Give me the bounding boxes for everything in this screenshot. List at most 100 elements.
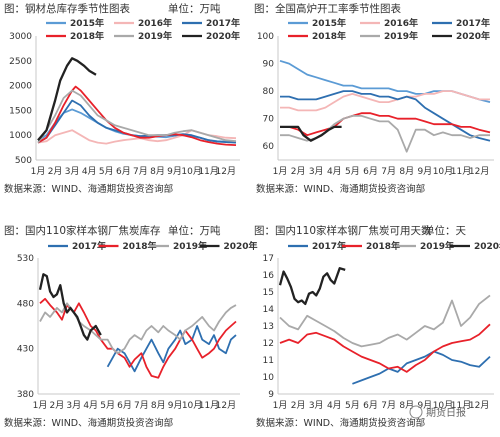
x-tick-label: 8月 xyxy=(399,400,414,411)
x-tick-label: 10月 xyxy=(433,166,453,177)
legend-label: 2019年 xyxy=(173,240,207,252)
y-tick-label: 80 xyxy=(263,87,275,97)
x-tick-label: 4月 xyxy=(327,166,342,177)
y-tick-label: 90 xyxy=(263,60,275,70)
x-tick-label: 11月 xyxy=(451,166,471,177)
y-tick-label: 530 xyxy=(17,254,34,264)
legend-label: 2015年 xyxy=(312,17,346,29)
x-tick-label: 11月 xyxy=(199,400,219,411)
x-tick-label: 8月 xyxy=(150,166,165,177)
x-tick-label: 10月 xyxy=(182,400,202,411)
x-tick-label: 10月 xyxy=(433,400,453,411)
y-tick-label: 12 xyxy=(263,339,274,349)
x-tick-label: 1月 xyxy=(273,166,288,177)
x-tick-label: 3月 xyxy=(309,166,324,177)
legend-label: 2018年 xyxy=(70,30,104,42)
legend-label: 2018年 xyxy=(123,240,157,252)
y-tick-label: 430 xyxy=(17,345,34,355)
x-tick-label: 11月 xyxy=(451,400,471,411)
x-tick-label: 7月 xyxy=(381,166,396,177)
chart-unit: 单位：万吨 xyxy=(168,224,221,237)
x-tick-label: 5月 xyxy=(100,400,115,411)
y-tick-label: 100 xyxy=(257,32,274,42)
y-tick-label: 11 xyxy=(263,356,274,366)
x-tick-label: 6月 xyxy=(363,166,378,177)
chart-panel-1: 图：钢材总库存季节性图表 单位：万吨 500 1000 1500 2000 2500 3000… xyxy=(4,2,240,195)
series-line-2017 xyxy=(106,325,237,373)
legend-label: 2019年 xyxy=(138,30,172,42)
legend-label: 2017年 xyxy=(456,17,490,29)
x-tick-label: 3月 xyxy=(309,400,324,411)
legend-label: 2020年 xyxy=(206,30,240,42)
x-tick-label: 4月 xyxy=(83,400,98,411)
chart-unit: 单位：万吨 xyxy=(168,2,221,15)
series-line-2020 xyxy=(37,57,97,141)
x-tick-label: 3月 xyxy=(66,400,81,411)
x-tick-label: 5月 xyxy=(99,166,114,177)
x-tick-label: 4月 xyxy=(82,166,97,177)
series-line-2017 xyxy=(352,350,491,385)
series-line-2020 xyxy=(280,125,342,142)
x-tick-label: 10月 xyxy=(181,166,201,177)
chart-panel-2: 图：全国高炉开工率季节性图表 60 70 80 90 100 1月 2月 3月 4月 5月 6月 7月 8… xyxy=(254,2,494,195)
y-tick-label: 2500 xyxy=(9,57,32,67)
x-tick-label: 5月 xyxy=(345,400,360,411)
source-note: 数据来源：WIND、海通期货投资咨询部 xyxy=(256,417,425,429)
y-tick-label: 3000 xyxy=(9,32,32,42)
y-tick-label: 17 xyxy=(263,254,274,264)
x-tick-label: 1月 xyxy=(273,400,288,411)
chart-title: 图：全国高炉开工率季节性图表 xyxy=(254,2,401,15)
x-tick-label: 6月 xyxy=(117,400,132,411)
x-tick-label: 2月 xyxy=(291,166,306,177)
watermark-icon xyxy=(409,405,423,419)
chart-title: 图：国内110家样本钢厂焦炭可用天数 xyxy=(254,224,432,237)
legend-label: 2018年 xyxy=(312,30,346,42)
x-tick-label: 12月 xyxy=(216,400,236,411)
legend-label: 2020年 xyxy=(456,30,490,42)
legend-label: 2016年 xyxy=(384,17,418,29)
source-note: 数据来源：WIND、海通期货投资咨询部 xyxy=(256,183,425,195)
chart-title: 图：钢材总库存季节性图表 xyxy=(4,2,130,15)
x-tick-label: 7月 xyxy=(381,400,396,411)
y-tick-label: 2000 xyxy=(9,82,32,92)
y-tick-label: 16 xyxy=(263,271,275,281)
series-line-2018 xyxy=(280,112,491,137)
x-tick-label: 1月 xyxy=(33,400,48,411)
series-line-2018 xyxy=(279,323,491,373)
legend-label: 2016年 xyxy=(138,17,172,29)
series-line-2019 xyxy=(279,294,491,348)
chart-unit: 单位：天 xyxy=(424,224,466,237)
x-tick-label: 7月 xyxy=(134,400,149,411)
legend-label: 2017年 xyxy=(72,240,106,252)
x-tick-label: 12月 xyxy=(469,400,489,411)
y-tick-label: 500 xyxy=(15,156,32,166)
x-tick-label: 6月 xyxy=(116,166,131,177)
series-line-2020 xyxy=(38,273,102,341)
y-tick-label: 1500 xyxy=(9,106,32,116)
x-tick-label: 7月 xyxy=(133,166,148,177)
legend-label: 2015年 xyxy=(70,17,104,29)
x-tick-label: 9月 xyxy=(417,400,432,411)
x-tick-label: 2月 xyxy=(291,400,306,411)
x-tick-label: 8月 xyxy=(151,400,166,411)
x-tick-label: 3月 xyxy=(65,166,80,177)
y-tick-label: 70 xyxy=(263,115,275,125)
legend-label: 2019年 xyxy=(420,240,454,252)
x-tick-label: 12月 xyxy=(216,166,236,177)
series-line-2019 xyxy=(37,89,237,144)
x-tick-label: 8月 xyxy=(399,166,414,177)
x-tick-label: 9月 xyxy=(168,400,183,411)
x-tick-label: 9月 xyxy=(417,166,432,177)
y-tick-label: 9 xyxy=(268,390,274,400)
legend-label: 2019年 xyxy=(384,30,418,42)
watermark: 期货日报 xyxy=(409,405,466,419)
series-line-2020 xyxy=(278,267,346,306)
y-tick-label: 13 xyxy=(263,322,274,332)
y-tick-label: 480 xyxy=(17,299,34,309)
watermark-text: 期货日报 xyxy=(426,406,466,419)
y-tick-label: 60 xyxy=(263,142,275,152)
source-note: 数据来源：WIND、海通期货投资咨询部 xyxy=(4,183,173,195)
x-tick-label: 6月 xyxy=(363,400,378,411)
x-tick-label: 1月 xyxy=(31,166,46,177)
